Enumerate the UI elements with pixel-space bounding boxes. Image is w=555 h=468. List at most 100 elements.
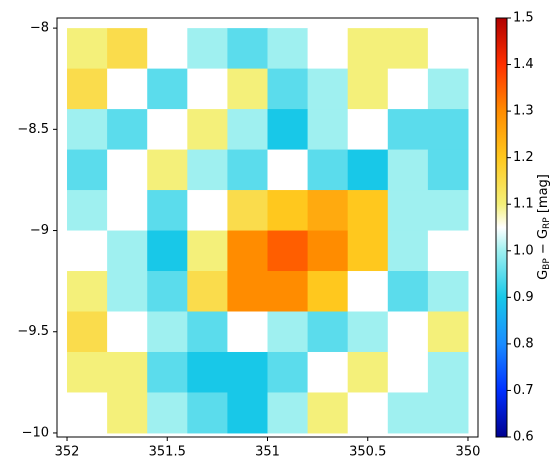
heat-cell bbox=[147, 271, 188, 313]
heat-cell bbox=[227, 271, 268, 313]
colorbar-label: GBP − GRP [mag] bbox=[536, 174, 552, 280]
colorbar-tick-label: 1.1 bbox=[513, 197, 534, 212]
heat-cell bbox=[347, 149, 389, 191]
heat-cell bbox=[227, 392, 268, 434]
heat-cell bbox=[187, 392, 228, 434]
y-tick-label: −9 bbox=[30, 223, 49, 238]
heat-cell bbox=[427, 149, 469, 191]
heat-cell bbox=[187, 230, 228, 272]
heat-cell bbox=[227, 230, 268, 272]
x-tick-label: 352 bbox=[55, 445, 80, 460]
heat-cell bbox=[387, 351, 429, 393]
heat-cell bbox=[387, 392, 429, 434]
heat-cell bbox=[107, 68, 148, 110]
colorbar-tick-label: 0.9 bbox=[513, 290, 534, 305]
y-tick-label: −8.5 bbox=[17, 122, 49, 137]
heat-cell bbox=[67, 311, 108, 353]
colorbar-tick-label: 1.2 bbox=[513, 150, 534, 165]
heat-cell bbox=[227, 311, 268, 353]
heat-cell bbox=[67, 271, 108, 313]
heat-cell bbox=[387, 28, 429, 70]
heat-cell bbox=[147, 109, 188, 151]
heat-cell bbox=[107, 109, 148, 151]
x-tick-label: 351.5 bbox=[149, 445, 186, 460]
heat-cell bbox=[67, 28, 108, 70]
heat-cell bbox=[267, 190, 309, 232]
heat-cell bbox=[307, 392, 349, 434]
heat-cell bbox=[387, 190, 429, 232]
heat-cell bbox=[267, 149, 309, 191]
heat-cell bbox=[187, 351, 228, 393]
heat-cell bbox=[187, 149, 228, 191]
heat-cell bbox=[427, 28, 469, 70]
heat-cell bbox=[307, 230, 349, 272]
heat-cell bbox=[67, 230, 108, 272]
heat-cell bbox=[107, 190, 148, 232]
heat-cell bbox=[267, 351, 309, 393]
heatmap bbox=[67, 28, 469, 434]
heat-cell bbox=[67, 190, 108, 232]
label-part: [mag] bbox=[536, 174, 551, 217]
label-part: G bbox=[536, 270, 551, 280]
colorbar-tick-label: 0.7 bbox=[513, 383, 534, 398]
heat-cell bbox=[147, 230, 188, 272]
heat-cell bbox=[227, 149, 268, 191]
colorbar-tick-label: 0.8 bbox=[513, 336, 534, 351]
heat-cell bbox=[107, 392, 148, 434]
heat-cell bbox=[307, 190, 349, 232]
heat-cell bbox=[147, 311, 188, 353]
heat-cell bbox=[347, 351, 389, 393]
heat-cell bbox=[267, 311, 309, 353]
heat-cell bbox=[67, 351, 108, 393]
x-tick-label: 350.5 bbox=[349, 445, 386, 460]
heat-cell bbox=[307, 311, 349, 353]
heat-cell bbox=[107, 351, 148, 393]
heat-cell bbox=[67, 149, 108, 191]
heat-cell bbox=[427, 68, 469, 110]
heat-cell bbox=[347, 392, 389, 434]
heat-cell bbox=[427, 351, 469, 393]
heat-cell bbox=[227, 68, 268, 110]
colorbar-tick-label: 0.6 bbox=[513, 430, 534, 445]
heat-cell bbox=[107, 271, 148, 313]
heat-cell bbox=[187, 271, 228, 313]
heat-cell bbox=[147, 190, 188, 232]
heat-cell bbox=[347, 230, 389, 272]
heat-cell bbox=[347, 271, 389, 313]
heat-cell bbox=[427, 230, 469, 272]
heat-cell bbox=[67, 109, 108, 151]
heat-cell bbox=[187, 311, 228, 353]
heat-cell bbox=[307, 28, 349, 70]
heat-cell bbox=[347, 190, 389, 232]
heat-cell bbox=[347, 28, 389, 70]
x-tick-label: 351 bbox=[255, 445, 280, 460]
heat-cell bbox=[267, 392, 309, 434]
heat-cell bbox=[147, 351, 188, 393]
colorbar-tick-label: 1.4 bbox=[513, 57, 534, 72]
heat-cell bbox=[267, 109, 309, 151]
label-part: − G bbox=[536, 229, 551, 258]
y-tick-label: −10 bbox=[22, 425, 49, 440]
heat-cell bbox=[147, 68, 188, 110]
colorbar-tick-label: 1.5 bbox=[513, 11, 534, 26]
heat-cell bbox=[227, 109, 268, 151]
heat-cell bbox=[147, 149, 188, 191]
colorbar-tick-label: 1.3 bbox=[513, 104, 534, 119]
heat-cell bbox=[387, 149, 429, 191]
heat-cell bbox=[307, 351, 349, 393]
heat-cell bbox=[107, 311, 148, 353]
heat-cell bbox=[67, 392, 108, 434]
y-tick-label: −9.5 bbox=[17, 324, 49, 339]
heat-cell bbox=[387, 271, 429, 313]
heat-cell bbox=[107, 149, 148, 191]
heat-cell bbox=[347, 311, 389, 353]
heat-cell bbox=[227, 351, 268, 393]
heat-cell bbox=[347, 68, 389, 110]
heat-cell bbox=[307, 149, 349, 191]
heat-cell bbox=[307, 271, 349, 313]
label-subscript: RP bbox=[542, 217, 552, 229]
heat-cell bbox=[387, 230, 429, 272]
heat-cell bbox=[347, 109, 389, 151]
heat-cell bbox=[427, 190, 469, 232]
